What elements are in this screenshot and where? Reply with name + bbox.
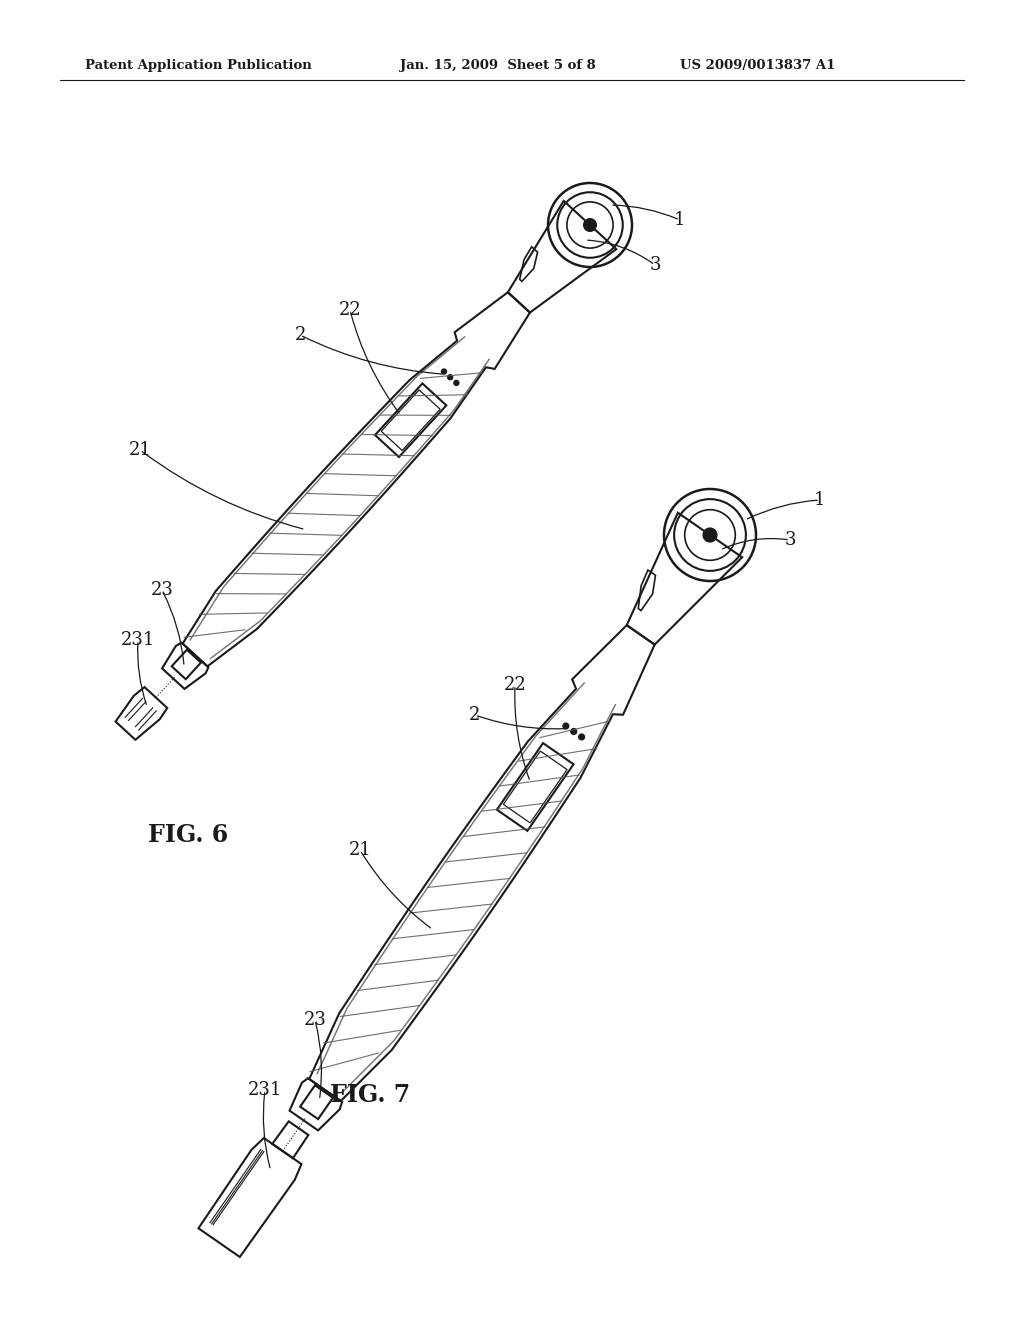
Text: 231: 231 [121,631,156,649]
Circle shape [454,380,459,385]
Text: 3: 3 [649,256,660,275]
Text: 1: 1 [814,491,825,510]
Circle shape [441,370,446,374]
Circle shape [703,528,717,543]
Text: 23: 23 [151,581,173,599]
Circle shape [584,219,596,231]
Circle shape [579,734,585,739]
Text: 3: 3 [784,531,796,549]
Circle shape [563,723,568,729]
Text: 21: 21 [129,441,152,459]
Text: Patent Application Publication: Patent Application Publication [85,58,311,71]
Text: FIG. 6: FIG. 6 [148,822,228,847]
Text: 231: 231 [248,1081,283,1100]
Text: 22: 22 [504,676,526,694]
Text: US 2009/0013837 A1: US 2009/0013837 A1 [680,58,836,71]
Circle shape [570,729,577,734]
Text: 23: 23 [303,1011,327,1030]
Text: 1: 1 [674,211,686,228]
Text: FIG. 7: FIG. 7 [330,1082,411,1107]
Text: 2: 2 [294,326,306,345]
Text: Jan. 15, 2009  Sheet 5 of 8: Jan. 15, 2009 Sheet 5 of 8 [400,58,596,71]
Circle shape [447,375,453,380]
Text: 22: 22 [339,301,361,319]
Text: 2: 2 [469,706,480,723]
Text: 21: 21 [348,841,372,859]
